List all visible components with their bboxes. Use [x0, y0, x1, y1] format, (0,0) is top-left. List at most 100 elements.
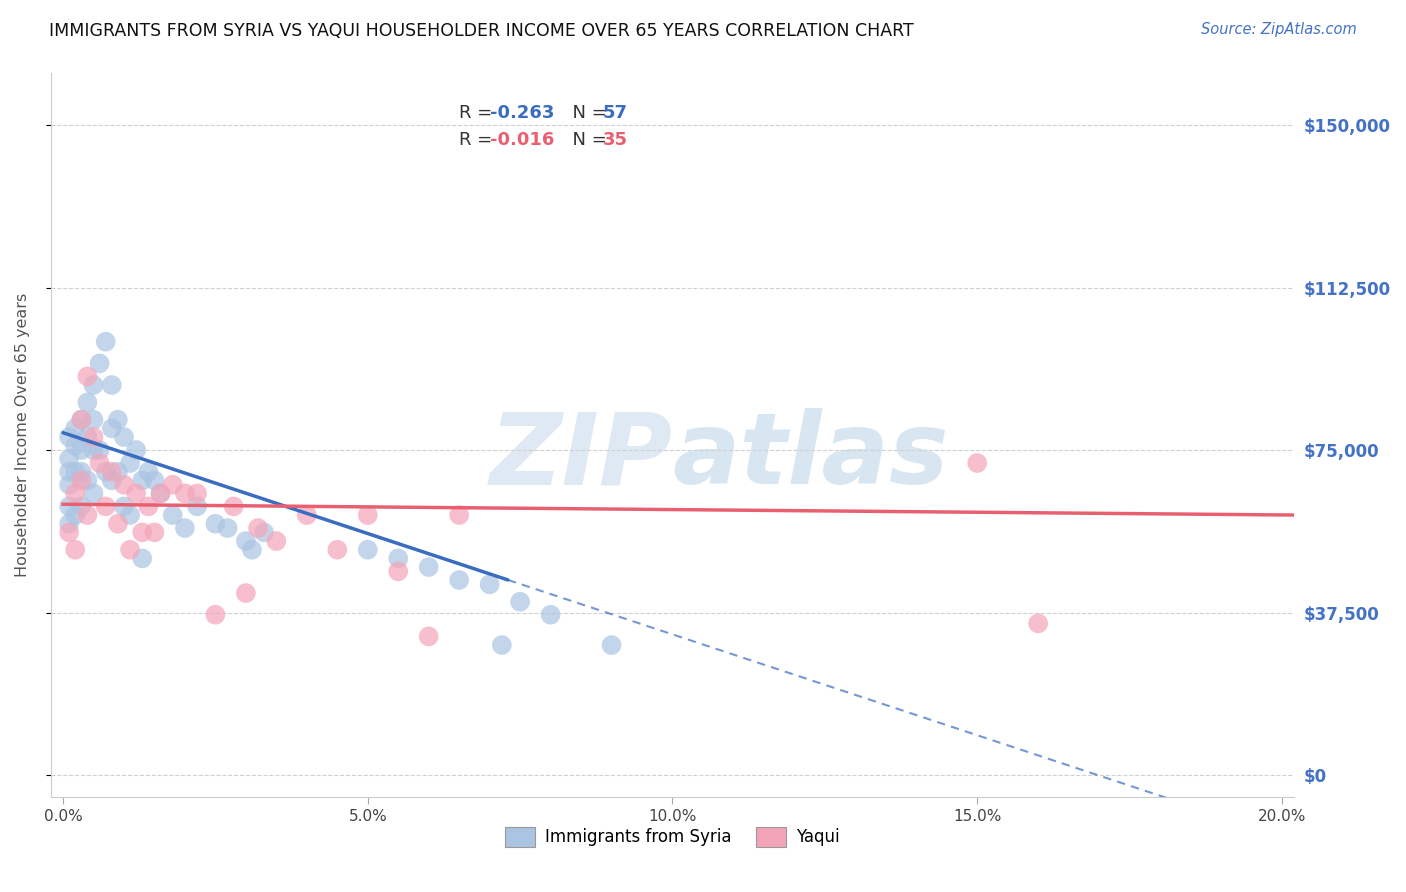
Point	[125, 486, 148, 500]
Text: N =: N =	[561, 131, 612, 149]
Point	[89, 443, 111, 458]
Point	[63, 421, 86, 435]
Point	[266, 534, 288, 549]
Point	[112, 500, 135, 514]
Point	[418, 560, 440, 574]
Point	[235, 586, 257, 600]
Point	[600, 638, 623, 652]
Point	[204, 516, 226, 531]
Point	[58, 525, 80, 540]
Point	[101, 421, 124, 435]
Point	[82, 486, 104, 500]
Point	[70, 413, 93, 427]
Point	[149, 486, 172, 500]
Point	[240, 542, 263, 557]
Point	[418, 629, 440, 643]
Point	[387, 551, 409, 566]
Text: 35: 35	[603, 131, 628, 149]
Point	[509, 595, 531, 609]
Point	[326, 542, 349, 557]
Point	[253, 525, 276, 540]
Point	[357, 508, 380, 522]
Y-axis label: Householder Income Over 65 years: Householder Income Over 65 years	[15, 293, 30, 577]
Point	[70, 413, 93, 427]
Point	[58, 500, 80, 514]
Point	[357, 542, 380, 557]
Point	[204, 607, 226, 622]
Point	[186, 486, 208, 500]
Point	[162, 477, 184, 491]
Point	[138, 465, 160, 479]
Point	[162, 508, 184, 522]
Point	[491, 638, 513, 652]
Point	[186, 500, 208, 514]
Point	[76, 430, 98, 444]
Point	[58, 477, 80, 491]
Point	[107, 465, 129, 479]
Point	[63, 439, 86, 453]
Text: R =: R =	[458, 131, 498, 149]
Point	[94, 334, 117, 349]
Point	[149, 486, 172, 500]
Point	[174, 521, 197, 535]
Point	[120, 456, 142, 470]
Point	[76, 395, 98, 409]
Point	[101, 474, 124, 488]
Point	[125, 443, 148, 458]
Point	[143, 525, 166, 540]
Point	[107, 413, 129, 427]
Text: atlas: atlas	[672, 408, 949, 505]
Text: R =: R =	[458, 103, 498, 122]
Point	[120, 542, 142, 557]
Point	[82, 378, 104, 392]
Point	[143, 474, 166, 488]
Text: Source: ZipAtlas.com: Source: ZipAtlas.com	[1201, 22, 1357, 37]
Point	[76, 369, 98, 384]
Legend: Immigrants from Syria, Yaqui: Immigrants from Syria, Yaqui	[498, 820, 846, 854]
Point	[540, 607, 562, 622]
Point	[101, 465, 124, 479]
Point	[70, 443, 93, 458]
Point	[217, 521, 239, 535]
Point	[76, 508, 98, 522]
Text: -0.016: -0.016	[489, 131, 554, 149]
Point	[82, 430, 104, 444]
Point	[63, 465, 86, 479]
Point	[58, 430, 80, 444]
Point	[247, 521, 270, 535]
Point	[70, 474, 93, 488]
Point	[449, 573, 471, 587]
Point	[94, 465, 117, 479]
Point	[76, 474, 98, 488]
Text: -0.263: -0.263	[489, 103, 554, 122]
Point	[94, 500, 117, 514]
Point	[58, 465, 80, 479]
Point	[131, 551, 153, 566]
Point	[112, 477, 135, 491]
Point	[120, 508, 142, 522]
Text: N =: N =	[561, 103, 612, 122]
Point	[174, 486, 197, 500]
Point	[101, 378, 124, 392]
Point	[63, 508, 86, 522]
Point	[295, 508, 318, 522]
Point	[131, 525, 153, 540]
Point	[112, 430, 135, 444]
Point	[449, 508, 471, 522]
Point	[63, 542, 86, 557]
Text: ZIP: ZIP	[489, 408, 672, 505]
Point	[89, 356, 111, 370]
Point	[58, 516, 80, 531]
Point	[138, 500, 160, 514]
Point	[235, 534, 257, 549]
Point	[70, 500, 93, 514]
Point	[70, 465, 93, 479]
Point	[89, 456, 111, 470]
Point	[222, 500, 245, 514]
Text: 57: 57	[603, 103, 628, 122]
Point	[131, 474, 153, 488]
Text: IMMIGRANTS FROM SYRIA VS YAQUI HOUSEHOLDER INCOME OVER 65 YEARS CORRELATION CHAR: IMMIGRANTS FROM SYRIA VS YAQUI HOUSEHOLD…	[49, 22, 914, 40]
Point	[1026, 616, 1049, 631]
Point	[82, 413, 104, 427]
Point	[107, 516, 129, 531]
